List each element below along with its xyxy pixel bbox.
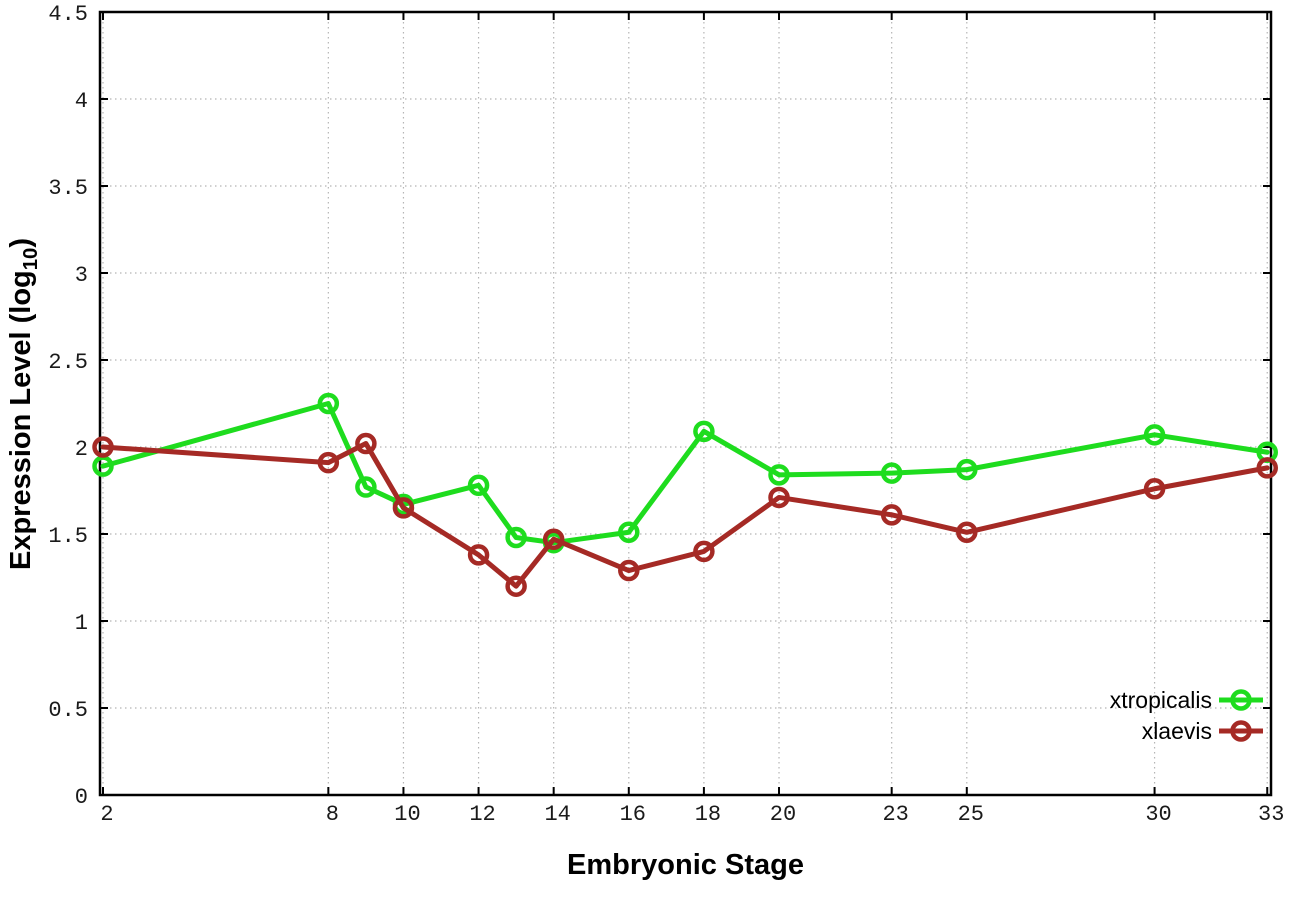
data-point-xlaevis (355, 432, 377, 455)
x-tick-label: 8 (326, 802, 339, 827)
x-tick-label: 23 (882, 802, 908, 827)
legend-marker-xlaevis (1230, 720, 1252, 742)
data-point-xtropicalis (317, 392, 340, 415)
series-line-xtropicalis (100, 401, 1270, 546)
data-point-xlaevis (768, 486, 790, 509)
plot-border (98, 10, 1273, 797)
x-axis-title: Embryonic Stage (567, 849, 804, 881)
x-tick-label: 30 (1145, 802, 1171, 827)
data-point-xtropicalis (1143, 424, 1166, 446)
x-tick-label: 12 (469, 802, 495, 827)
y-axis-title-main: Expression Level (log (5, 270, 38, 570)
legend-label-xlaevis: xlaevis (1142, 718, 1212, 744)
x-tick-label: 2 (100, 802, 113, 827)
legend-label-xtropicalis: xtropicalis (1110, 687, 1212, 713)
y-tick-label: 2 (75, 437, 88, 462)
y-axis-title: Expression Level (log10) (5, 238, 43, 570)
x-tick-label: 16 (620, 802, 646, 827)
data-point-xtropicalis (467, 474, 490, 497)
x-tick-label: 25 (958, 802, 984, 827)
x-tick-label: 33 (1258, 802, 1284, 827)
x-tick-label: 14 (544, 802, 570, 827)
y-tick-label: 2.5 (48, 350, 88, 375)
y-tick-label: 0 (75, 785, 88, 810)
data-point-xlaevis (505, 575, 527, 597)
data-point-xtropicalis (505, 526, 527, 549)
data-point-xtropicalis (355, 476, 377, 498)
y-tick-label: 0.5 (48, 698, 88, 723)
data-point-xlaevis (880, 504, 903, 526)
data-point-xlaevis (618, 559, 640, 582)
data-point-xlaevis (467, 544, 490, 566)
x-tick-label: 10 (394, 802, 420, 827)
data-point-xlaevis (956, 521, 978, 544)
y-tick-label: 3.5 (48, 176, 88, 201)
y-tick-label: 1 (75, 611, 88, 636)
data-point-xlaevis (542, 528, 565, 550)
data-point-xlaevis (92, 436, 114, 458)
data-point-xlaevis (693, 540, 715, 563)
y-tick-label: 1.5 (48, 524, 88, 549)
y-tick-label: 4.5 (48, 2, 88, 27)
data-point-xtropicalis (693, 420, 715, 443)
y-axis-title-close: ) (5, 238, 38, 248)
y-axis-title-subscript: 10 (19, 247, 42, 271)
data-point-xtropicalis (618, 521, 640, 544)
data-point-xtropicalis (768, 464, 790, 486)
data-point-xlaevis (392, 497, 415, 519)
data-point-xlaevis (1143, 478, 1166, 500)
data-point-xtropicalis (880, 462, 903, 484)
x-tick-label: 20 (770, 802, 796, 827)
series-line-xlaevis (100, 441, 1270, 589)
data-point-xtropicalis (956, 458, 978, 481)
legend-marker-xtropicalis (1230, 689, 1252, 711)
y-tick-label: 4 (75, 89, 88, 114)
y-tick-label: 3 (75, 263, 88, 288)
data-point-xlaevis (317, 451, 340, 474)
x-tick-label: 18 (695, 802, 721, 827)
data-point-xlaevis (1256, 457, 1278, 479)
